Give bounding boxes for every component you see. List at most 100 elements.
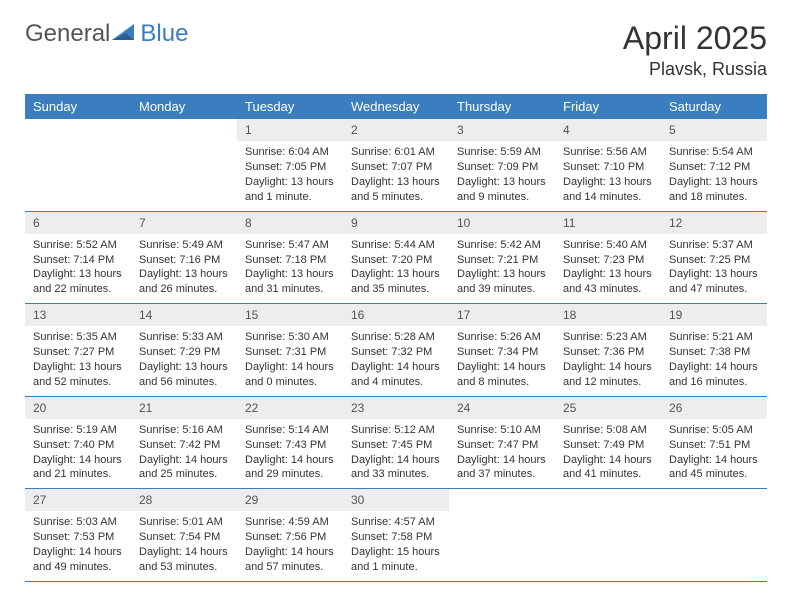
calendar-cell: 17Sunrise: 5:26 AMSunset: 7:34 PMDayligh…: [449, 304, 555, 397]
day-number: 3: [449, 119, 555, 141]
sunrise-line: Sunrise: 5:01 AM: [139, 515, 229, 530]
daylight-line: Daylight: 14 hours and 53 minutes.: [139, 545, 229, 575]
day-body: Sunrise: 5:52 AMSunset: 7:14 PMDaylight:…: [25, 234, 131, 303]
sunset-line: Sunset: 7:21 PM: [457, 253, 547, 268]
sunrise-line: Sunrise: 5:54 AM: [669, 145, 759, 160]
sunset-line: Sunset: 7:34 PM: [457, 345, 547, 360]
daylight-line: Daylight: 14 hours and 25 minutes.: [139, 453, 229, 483]
sunset-line: Sunset: 7:29 PM: [139, 345, 229, 360]
day-body: Sunrise: 4:59 AMSunset: 7:56 PMDaylight:…: [237, 511, 343, 580]
calendar-cell: 22Sunrise: 5:14 AMSunset: 7:43 PMDayligh…: [237, 396, 343, 489]
day-number: 18: [555, 304, 661, 326]
daylight-line: Daylight: 14 hours and 21 minutes.: [33, 453, 123, 483]
day-body: Sunrise: 5:23 AMSunset: 7:36 PMDaylight:…: [555, 326, 661, 395]
sunset-line: Sunset: 7:10 PM: [563, 160, 653, 175]
daylight-line: Daylight: 14 hours and 33 minutes.: [351, 453, 441, 483]
day-body: Sunrise: 6:04 AMSunset: 7:05 PMDaylight:…: [237, 141, 343, 210]
day-body: Sunrise: 5:47 AMSunset: 7:18 PMDaylight:…: [237, 234, 343, 303]
calendar-cell: 7Sunrise: 5:49 AMSunset: 7:16 PMDaylight…: [131, 211, 237, 304]
calendar-cell: 10Sunrise: 5:42 AMSunset: 7:21 PMDayligh…: [449, 211, 555, 304]
weekday-header: Sunday: [25, 94, 131, 119]
day-number: 2: [343, 119, 449, 141]
daylight-line: Daylight: 13 hours and 5 minutes.: [351, 175, 441, 205]
weekday-header: Wednesday: [343, 94, 449, 119]
logo-text-general: General: [25, 20, 110, 48]
day-number: 30: [343, 489, 449, 511]
day-body: Sunrise: 5:21 AMSunset: 7:38 PMDaylight:…: [661, 326, 767, 395]
calendar-row: 20Sunrise: 5:19 AMSunset: 7:40 PMDayligh…: [25, 396, 767, 489]
day-body: Sunrise: 5:26 AMSunset: 7:34 PMDaylight:…: [449, 326, 555, 395]
sunset-line: Sunset: 7:27 PM: [33, 345, 123, 360]
title-block: April 2025 Plavsk, Russia: [623, 20, 767, 80]
calendar-cell: 24Sunrise: 5:10 AMSunset: 7:47 PMDayligh…: [449, 396, 555, 489]
calendar-cell: 28Sunrise: 5:01 AMSunset: 7:54 PMDayligh…: [131, 489, 237, 582]
daylight-line: Daylight: 15 hours and 1 minute.: [351, 545, 441, 575]
day-body: Sunrise: 5:35 AMSunset: 7:27 PMDaylight:…: [25, 326, 131, 395]
day-number: 21: [131, 397, 237, 419]
day-number: 11: [555, 212, 661, 234]
sunset-line: Sunset: 7:45 PM: [351, 438, 441, 453]
calendar-cell: 8Sunrise: 5:47 AMSunset: 7:18 PMDaylight…: [237, 211, 343, 304]
sunrise-line: Sunrise: 5:33 AM: [139, 330, 229, 345]
sunset-line: Sunset: 7:09 PM: [457, 160, 547, 175]
calendar-cell: 19Sunrise: 5:21 AMSunset: 7:38 PMDayligh…: [661, 304, 767, 397]
daylight-line: Daylight: 14 hours and 45 minutes.: [669, 453, 759, 483]
calendar-cell: 9Sunrise: 5:44 AMSunset: 7:20 PMDaylight…: [343, 211, 449, 304]
sunrise-line: Sunrise: 5:28 AM: [351, 330, 441, 345]
day-number: 12: [661, 212, 767, 234]
weekday-header: Saturday: [661, 94, 767, 119]
sunset-line: Sunset: 7:49 PM: [563, 438, 653, 453]
calendar-header-row: SundayMondayTuesdayWednesdayThursdayFrid…: [25, 94, 767, 119]
daylight-line: Daylight: 14 hours and 37 minutes.: [457, 453, 547, 483]
daylight-line: Daylight: 13 hours and 14 minutes.: [563, 175, 653, 205]
day-number: 17: [449, 304, 555, 326]
sunset-line: Sunset: 7:47 PM: [457, 438, 547, 453]
calendar-cell: 21Sunrise: 5:16 AMSunset: 7:42 PMDayligh…: [131, 396, 237, 489]
sunset-line: Sunset: 7:40 PM: [33, 438, 123, 453]
day-body: Sunrise: 5:54 AMSunset: 7:12 PMDaylight:…: [661, 141, 767, 210]
sunrise-line: Sunrise: 5:59 AM: [457, 145, 547, 160]
day-number: 22: [237, 397, 343, 419]
day-body: Sunrise: 5:56 AMSunset: 7:10 PMDaylight:…: [555, 141, 661, 210]
sunset-line: Sunset: 7:05 PM: [245, 160, 335, 175]
day-number: 19: [661, 304, 767, 326]
day-body: Sunrise: 5:37 AMSunset: 7:25 PMDaylight:…: [661, 234, 767, 303]
day-number: 15: [237, 304, 343, 326]
day-number: 24: [449, 397, 555, 419]
calendar-row: 27Sunrise: 5:03 AMSunset: 7:53 PMDayligh…: [25, 489, 767, 582]
day-number: 27: [25, 489, 131, 511]
sunset-line: Sunset: 7:23 PM: [563, 253, 653, 268]
calendar-cell: 3 Sunrise: 5:59 AMSunset: 7:09 PMDaylight…: [449, 119, 555, 211]
sunrise-line: Sunrise: 5:37 AM: [669, 238, 759, 253]
day-body: Sunrise: 5:33 AMSunset: 7:29 PMDaylight:…: [131, 326, 237, 395]
sunrise-line: Sunrise: 5:10 AM: [457, 423, 547, 438]
calendar-cell: 26Sunrise: 5:05 AMSunset: 7:51 PMDayligh…: [661, 396, 767, 489]
calendar-body: ....1Sunrise: 6:04 AMSunset: 7:05 PMDayl…: [25, 119, 767, 581]
sunrise-line: Sunrise: 4:59 AM: [245, 515, 335, 530]
day-number: 26: [661, 397, 767, 419]
calendar-cell: 2Sunrise: 6:01 AMSunset: 7:07 PMDaylight…: [343, 119, 449, 211]
sunrise-line: Sunrise: 5:12 AM: [351, 423, 441, 438]
day-body: Sunrise: 5:12 AMSunset: 7:45 PMDaylight:…: [343, 419, 449, 488]
day-body: Sunrise: 4:57 AMSunset: 7:58 PMDaylight:…: [343, 511, 449, 580]
day-body: Sunrise: 5:10 AMSunset: 7:47 PMDaylight:…: [449, 419, 555, 488]
sunrise-line: Sunrise: 5:40 AM: [563, 238, 653, 253]
daylight-line: Daylight: 13 hours and 9 minutes.: [457, 175, 547, 205]
day-body: Sunrise: 5:19 AMSunset: 7:40 PMDaylight:…: [25, 419, 131, 488]
sunrise-line: Sunrise: 5:14 AM: [245, 423, 335, 438]
sunrise-line: Sunrise: 5:56 AM: [563, 145, 653, 160]
day-number: 10: [449, 212, 555, 234]
day-number: 16: [343, 304, 449, 326]
calendar-cell: ..: [25, 119, 131, 211]
sunrise-line: Sunrise: 5:49 AM: [139, 238, 229, 253]
daylight-line: Daylight: 13 hours and 26 minutes.: [139, 267, 229, 297]
day-body: Sunrise: 6:01 AMSunset: 7:07 PMDaylight:…: [343, 141, 449, 210]
day-body: Sunrise: 5:05 AMSunset: 7:51 PMDaylight:…: [661, 419, 767, 488]
logo-text-blue: Blue: [140, 20, 188, 48]
sunrise-line: Sunrise: 5:44 AM: [351, 238, 441, 253]
calendar-row: 13Sunrise: 5:35 AMSunset: 7:27 PMDayligh…: [25, 304, 767, 397]
day-number: 25: [555, 397, 661, 419]
day-number: 13: [25, 304, 131, 326]
sunset-line: Sunset: 7:58 PM: [351, 530, 441, 545]
calendar-cell: 13Sunrise: 5:35 AMSunset: 7:27 PMDayligh…: [25, 304, 131, 397]
